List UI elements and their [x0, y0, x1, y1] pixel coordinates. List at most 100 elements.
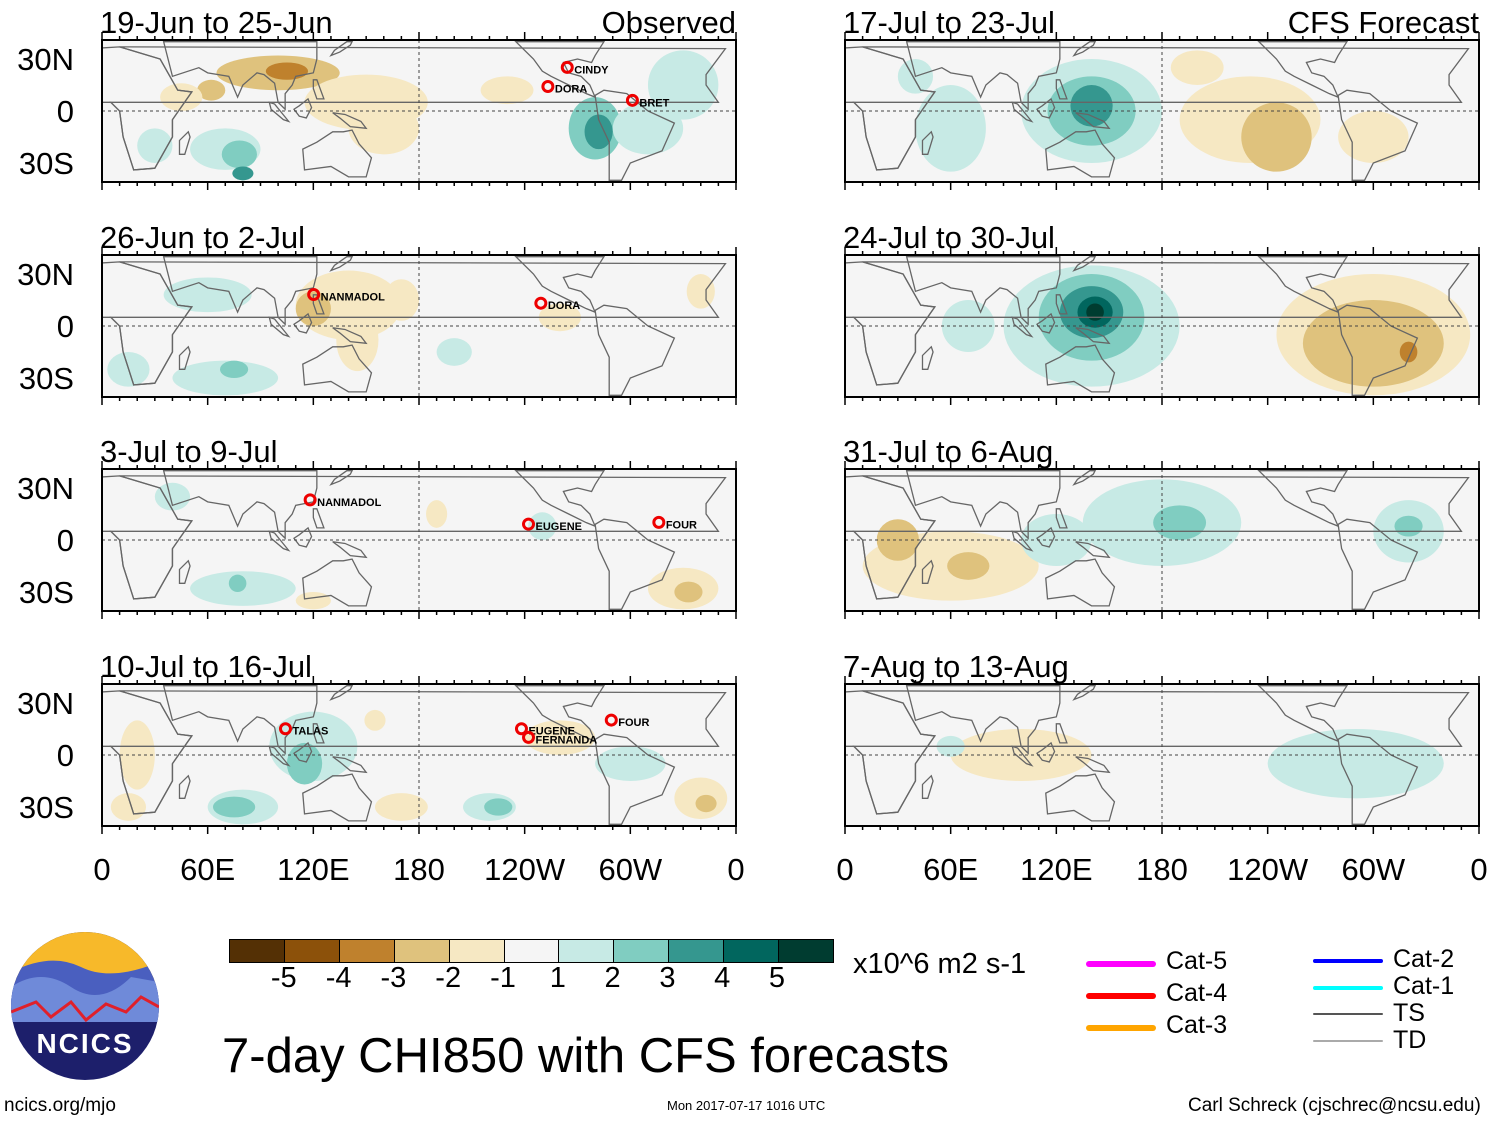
- storm-label: FOUR: [618, 717, 649, 729]
- anomaly-contour: [265, 62, 309, 80]
- lat-label: 30N: [17, 471, 74, 506]
- legend-line-ts: [1313, 1013, 1383, 1015]
- colorbar-swatch: [559, 940, 615, 962]
- coastline-sam: [1337, 733, 1419, 825]
- lon-label: 0: [93, 852, 110, 887]
- lat-label: 30S: [19, 146, 74, 181]
- colorbar-swatch: [339, 940, 395, 962]
- coastline-aus: [302, 344, 373, 393]
- hurricane-icon: [625, 93, 639, 107]
- anomaly-contour: [426, 500, 448, 528]
- lat-label: 0: [57, 309, 74, 344]
- anomaly-contour: [160, 83, 203, 111]
- panel-title: 31-Jul to 6-Aug: [843, 434, 1053, 469]
- colorbar-tick-label: -2: [435, 962, 462, 994]
- lat-label: 0: [57, 523, 74, 558]
- anomaly-contour: [232, 166, 254, 181]
- coastline-japan: [329, 256, 354, 272]
- coastline-phil: [312, 294, 325, 315]
- lon-label: 0: [727, 852, 744, 887]
- coastline-japan: [1072, 685, 1097, 701]
- storm-label: FOUR: [666, 519, 697, 531]
- coastline-phil: [312, 508, 325, 529]
- hurricane-icon: [604, 713, 618, 727]
- map-panel: 17-Jul to 23-Jul CFS Forecast: [843, 5, 1480, 190]
- anomaly-contour: [695, 794, 717, 813]
- coastline-aus: [302, 558, 373, 607]
- coastline-borneo: [1036, 741, 1056, 763]
- anomaly-contour: [595, 746, 666, 782]
- legend-label: TD: [1393, 1026, 1427, 1054]
- anomaly-contour: [172, 360, 279, 396]
- coastline-madag: [921, 559, 934, 584]
- panel-title: 10-Jul to 16-Jul: [100, 649, 312, 684]
- colorbar-swatch: [230, 940, 285, 962]
- panel-column-label: CFS Forecast: [1288, 5, 1480, 40]
- lat-label: 30S: [19, 790, 74, 825]
- anomaly-contour: [364, 709, 386, 731]
- anomaly-contour: [528, 512, 557, 541]
- coastline-sam: [594, 518, 676, 610]
- anomaly-contour: [348, 102, 419, 155]
- coastline-madag: [178, 345, 191, 370]
- storm-label: EUGENE: [536, 521, 582, 533]
- lon-label: 60E: [923, 852, 978, 887]
- coastline-africa-west: [102, 261, 193, 386]
- coastline-aus: [302, 129, 373, 178]
- coastline-asia: [162, 41, 318, 111]
- anomaly-contour: [119, 720, 155, 790]
- coastline-aus: [1045, 129, 1116, 178]
- coastline-ng: [332, 327, 368, 345]
- coastline-phil: [1055, 294, 1068, 315]
- coastline-borneo: [293, 526, 313, 548]
- footer-site-link[interactable]: ncics.org/mjo: [4, 1095, 116, 1116]
- coastline-africa-west: [845, 475, 936, 600]
- colorbar: [229, 939, 834, 963]
- anomaly-contour: [686, 274, 715, 309]
- anomaly-contour: [612, 102, 684, 155]
- colorbar-swatch: [724, 940, 780, 962]
- lat-label: 30N: [17, 257, 74, 292]
- lon-label: 120W: [484, 852, 566, 887]
- coastline-nam: [1257, 685, 1349, 743]
- anomaly-contour: [1153, 505, 1207, 540]
- coastline-sumatra: [1011, 745, 1034, 767]
- coastline-japan: [329, 41, 354, 57]
- hurricane-icon: [278, 722, 292, 736]
- coastline-madag: [921, 345, 934, 370]
- hurricane-icon: [303, 493, 317, 507]
- coastline-borneo: [293, 312, 313, 334]
- storm-label: EUGENE: [528, 726, 574, 738]
- legend-label: Cat-2: [1393, 945, 1455, 973]
- coastline-ng: [1075, 327, 1111, 345]
- coastline-sam: [594, 733, 676, 825]
- panel-title: 17-Jul to 23-Jul: [843, 5, 1055, 40]
- coastline-sumatra: [1011, 530, 1034, 552]
- legend-line-cat-2: [1313, 959, 1383, 963]
- legend-line-cat-5: [1086, 961, 1156, 967]
- storm-label: BRET: [639, 97, 669, 109]
- legend-line-td: [1313, 1040, 1383, 1042]
- legend-line-cat-3: [1086, 1025, 1156, 1031]
- coastline-ng: [332, 756, 368, 774]
- coastline-sumatra: [1011, 316, 1034, 338]
- coastline-africa-west: [102, 46, 193, 171]
- storm-label: TALAS: [292, 726, 328, 738]
- coastline-phil: [1055, 723, 1068, 744]
- colorbar-tick-label: 4: [714, 962, 731, 994]
- coastline-asia: [162, 685, 318, 755]
- coastline-nam: [1257, 470, 1349, 528]
- anomaly-contour: [584, 114, 613, 150]
- anomaly-contour: [1338, 111, 1409, 163]
- lon-label: 60E: [180, 852, 235, 887]
- lat-label: 0: [57, 94, 74, 129]
- coastline-nam: [514, 470, 606, 528]
- map-panel: CINDY DORA BRET 19-Jun to 25-Jun Observed 30N…: [17, 5, 737, 190]
- lat-label: 30S: [19, 361, 74, 396]
- coastline-aus: [1045, 558, 1116, 607]
- footer-timestamp: Mon 2017-07-17 1016 UTC: [667, 1098, 826, 1113]
- anomaly-contour: [1170, 50, 1224, 85]
- coastline-borneo: [293, 741, 313, 763]
